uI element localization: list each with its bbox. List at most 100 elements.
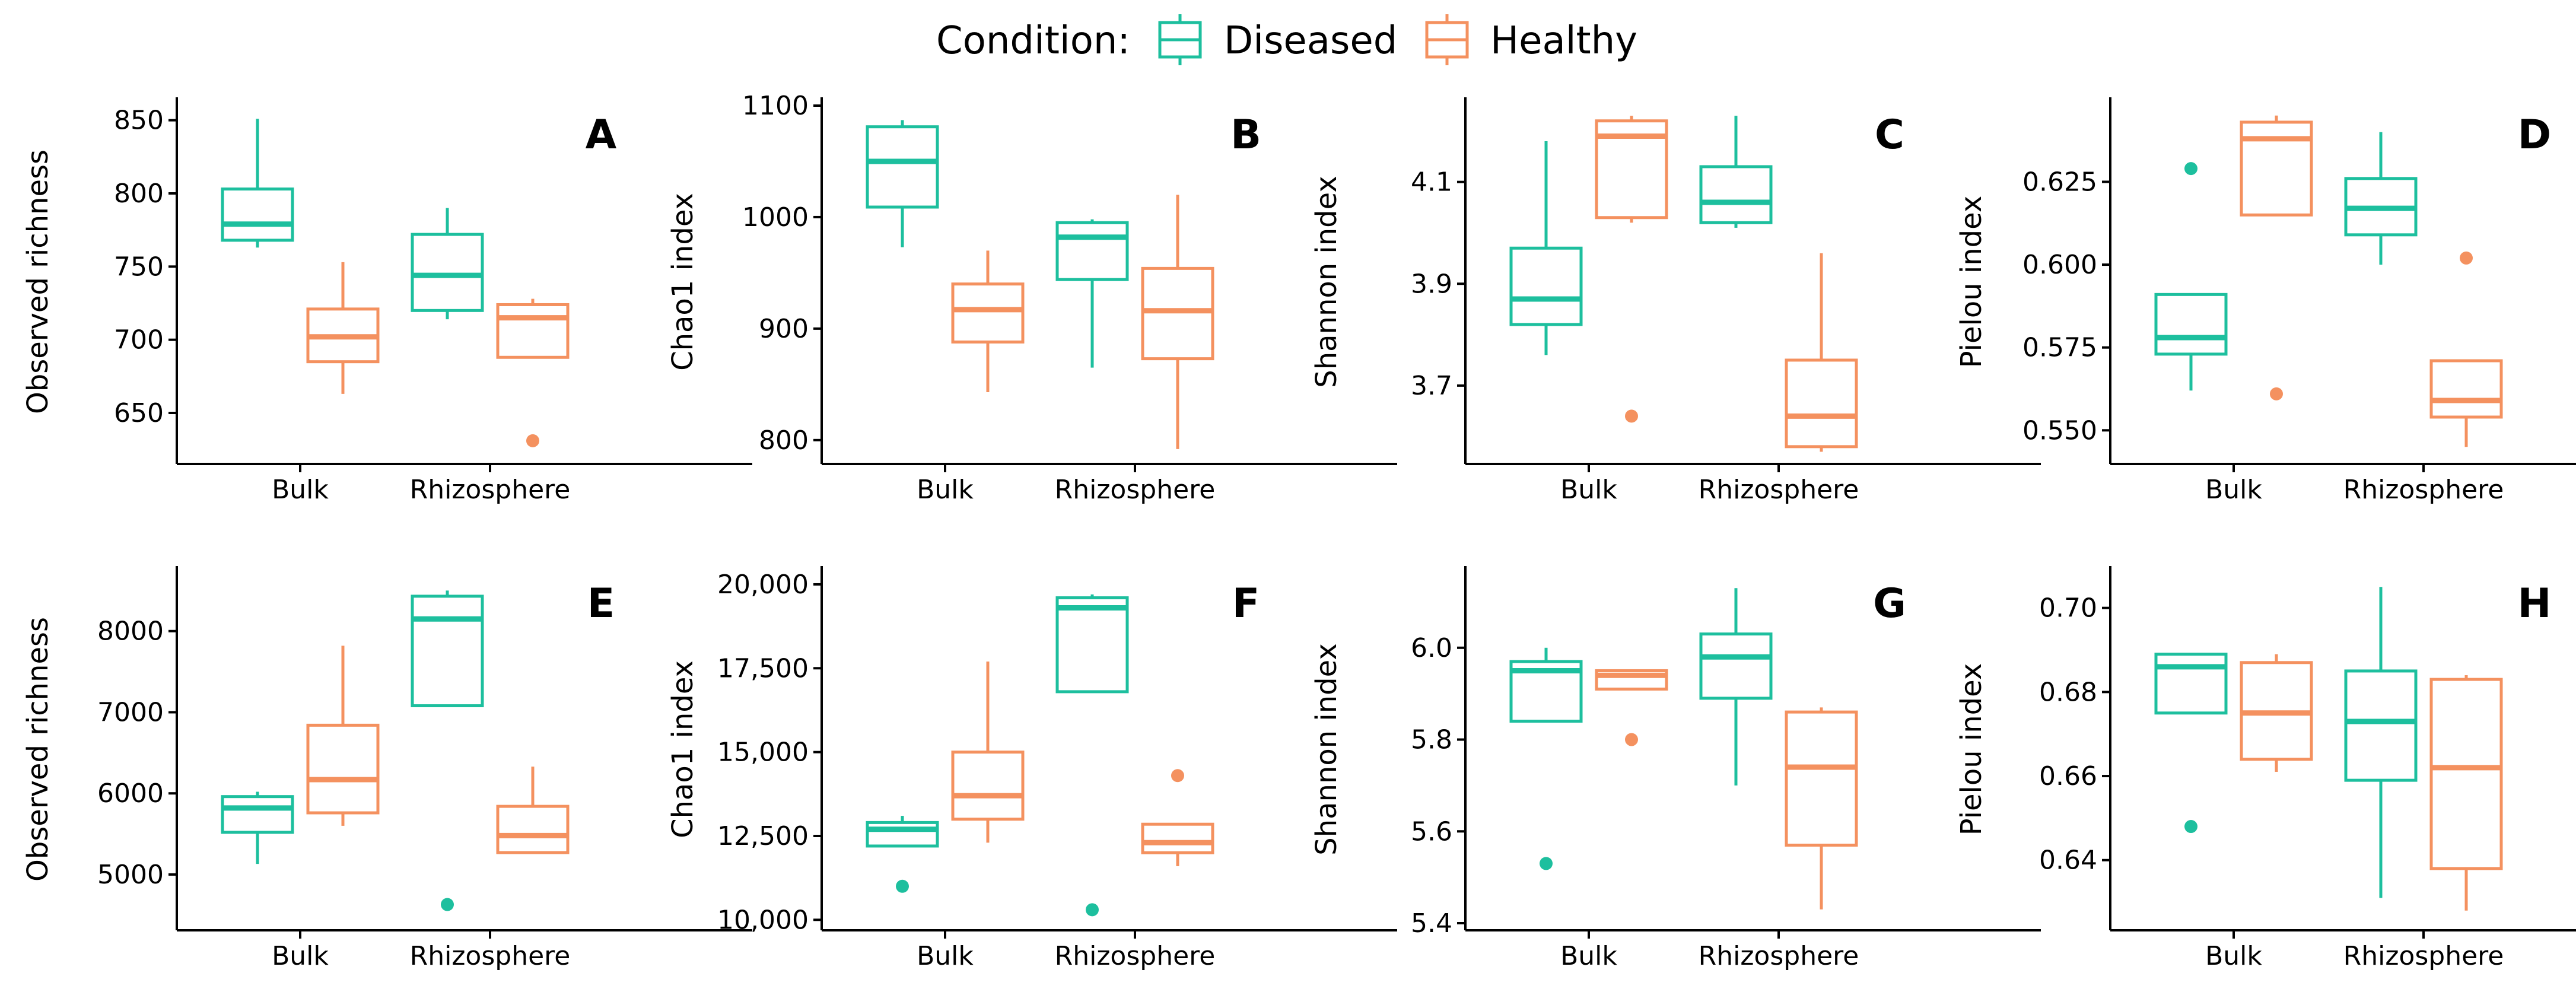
panel-a-label: A — [586, 112, 617, 158]
panel-g-diseased-rhizosphere-iqr — [1699, 632, 1773, 700]
panel-e-healthy-rhizosphere-iqr — [496, 805, 570, 854]
panel-f-healthy-bulk-box — [951, 662, 1025, 843]
panel-g-healthy-rhizosphere-iqr — [1785, 710, 1858, 847]
panel-a-x-tick-label: Bulk — [272, 475, 329, 505]
panel-f-x-tick-label: Rhizosphere — [1055, 941, 1216, 971]
panel-e-healthy-bulk-iqr — [306, 723, 380, 815]
panel-e-label: E — [587, 580, 615, 627]
panel-f-diseased-rhizosphere-box — [1055, 594, 1129, 917]
panel-f-diseased-rhizosphere-iqr — [1055, 596, 1129, 694]
panel-a-diseased-rhizosphere-iqr — [411, 233, 484, 312]
panel-f-diseased-bulk-iqr — [866, 821, 939, 848]
panel-a-healthy-rhizosphere-iqr — [496, 303, 570, 359]
panel-d-y-tick-label: 0.575 — [2022, 333, 2097, 363]
panel-d-diseased-bulk-iqr — [2154, 292, 2228, 356]
panel-e-diseased-bulk-box — [221, 791, 294, 864]
panel-a-y-tick-label: 850 — [114, 106, 164, 136]
panel-a-y-tick-label: 750 — [114, 252, 164, 282]
panel-d-y-tick-label: 0.600 — [2022, 250, 2097, 280]
panel-d-diseased-rhizosphere-box — [2344, 132, 2418, 265]
panel-f-healthy-rhizosphere-outlier — [1171, 769, 1184, 783]
panel-c-y-tick-label: 4.1 — [1411, 167, 1452, 198]
panel-c-diseased-rhizosphere-iqr — [1699, 165, 1773, 224]
panel-d-x-tick-label: Rhizosphere — [2343, 475, 2504, 505]
panel-a-healthy-rhizosphere-box — [496, 298, 570, 447]
panel-g-y-tick-label: 5.4 — [1411, 908, 1452, 939]
panel-f-y-tick-label: 10,000 — [717, 905, 809, 935]
panel-f-diseased-bulk-outlier — [896, 879, 909, 893]
panel-e-diseased-rhizosphere-iqr — [411, 594, 484, 708]
panel-h: 0.64 0.66 0.68 0.70 Bulk Rhizosphere Pielou in… — [1955, 566, 2576, 971]
panel-b-y-tick-label: 1000 — [742, 202, 809, 233]
panel-d-x-tick-label: Bulk — [2205, 475, 2262, 505]
panel-b-healthy-bulk-box — [951, 250, 1025, 392]
panel-d-healthy-rhizosphere-iqr — [2429, 359, 2503, 419]
panels: 650 700 750 800 850 Bulk Rhizosphere Observed r… — [21, 91, 2576, 971]
panel-g-diseased-bulk-outlier — [1540, 857, 1553, 870]
panel-f-diseased-rhizosphere-outlier — [1086, 903, 1099, 917]
panel-g-diseased-bulk-box — [1509, 647, 1583, 870]
panel-a-y-tick-label: 700 — [114, 325, 164, 355]
panel-b-x-tick-label: Rhizosphere — [1055, 475, 1216, 505]
panel-h-healthy-rhizosphere-box — [2429, 675, 2503, 911]
panel-f-healthy-bulk-iqr — [951, 751, 1025, 821]
panel-e-y-tick-label: 5000 — [97, 860, 164, 890]
panel-c-label: C — [1875, 112, 1904, 158]
panel-c-y-label: Shannon index — [1310, 176, 1343, 388]
panel-h-diseased-rhizosphere-iqr — [2344, 669, 2418, 782]
panel-a-y-tick-label: 650 — [114, 398, 164, 428]
panel-g-y-tick-label: 5.8 — [1411, 725, 1452, 755]
panel-f-diseased-bulk-box — [866, 816, 939, 893]
panel-h-healthy-rhizosphere-iqr — [2429, 678, 2503, 870]
panel-a-x-tick-label: Rhizosphere — [410, 475, 571, 505]
panel-c-diseased-bulk-iqr — [1509, 246, 1583, 326]
panel-e-y-tick-label: 6000 — [97, 778, 164, 809]
panel-b-y-tick-label: 900 — [759, 314, 809, 344]
panel-d-y-tick-label: 0.625 — [2022, 167, 2097, 197]
panel-a-y-label: Observed richness — [21, 150, 55, 414]
panel-c: 3.7 3.9 4.1 Bulk Rhizosphere Shannon index C — [1310, 97, 2041, 505]
panel-h-label: H — [2518, 580, 2552, 627]
panel-c-healthy-bulk-box — [1595, 116, 1668, 423]
panel-a-diseased-bulk-box — [221, 119, 294, 248]
panel-h-diseased-bulk-outlier — [2184, 820, 2197, 834]
panel-b: 800 900 1000 1100 Bulk Rhizosphere Chao1 index… — [666, 91, 1397, 505]
panel-a: 650 700 750 800 850 Bulk Rhizosphere Observed r… — [21, 97, 752, 505]
panel-g-y-label: Shannon index — [1310, 643, 1343, 856]
legend-label-diseased: Diseased — [1224, 19, 1397, 63]
panel-f-y-label: Chao1 index — [666, 660, 699, 838]
panel-b-y-tick-label: 1100 — [742, 91, 809, 121]
panel-c-healthy-bulk-outlier — [1625, 409, 1638, 423]
panel-e-diseased-rhizosphere-outlier — [441, 898, 454, 911]
panel-f-y-tick-label: 17,500 — [717, 653, 809, 683]
panel-a-diseased-bulk-iqr — [221, 187, 294, 242]
panel-b-healthy-bulk-iqr — [951, 282, 1025, 344]
panel-g-healthy-rhizosphere-box — [1785, 707, 1858, 910]
panel-g-diseased-rhizosphere-box — [1699, 588, 1773, 786]
panel-e-diseased-bulk-iqr — [221, 795, 294, 834]
panel-a-healthy-rhizosphere-outlier — [526, 434, 539, 447]
panel-e-healthy-rhizosphere-box — [496, 767, 570, 854]
panel-f-x-tick-label: Bulk — [917, 941, 974, 971]
panel-h-x-tick-label: Bulk — [2205, 941, 2262, 971]
panel-g-label: G — [1873, 580, 1906, 627]
panel-e-y-label: Observed richness — [21, 617, 55, 882]
panel-b-y-label: Chao1 index — [666, 193, 699, 371]
panel-c-diseased-rhizosphere-box — [1699, 116, 1773, 228]
panel-b-x-tick-label: Bulk — [917, 475, 974, 505]
panel-d-label: D — [2518, 112, 2551, 158]
panel-d-diseased-bulk-box — [2154, 162, 2228, 391]
panel-c-diseased-bulk-box — [1509, 141, 1583, 355]
panel-g-x-tick-label: Rhizosphere — [1699, 941, 1859, 971]
panel-h-healthy-bulk-box — [2240, 654, 2313, 772]
panel-h-y-tick-label: 0.70 — [2039, 593, 2097, 624]
panel-f-healthy-rhizosphere-box — [1141, 769, 1214, 866]
panel-f-y-tick-label: 20,000 — [717, 570, 809, 600]
panel-g-x-tick-label: Bulk — [1560, 941, 1617, 971]
panel-d-healthy-rhizosphere-outlier — [2460, 251, 2473, 265]
panel-h-x-tick-label: Rhizosphere — [2343, 941, 2504, 971]
panel-c-y-tick-label: 3.7 — [1411, 371, 1452, 401]
panel-b-healthy-rhizosphere-box — [1141, 195, 1214, 449]
panel-d-healthy-rhizosphere-box — [2429, 251, 2503, 447]
